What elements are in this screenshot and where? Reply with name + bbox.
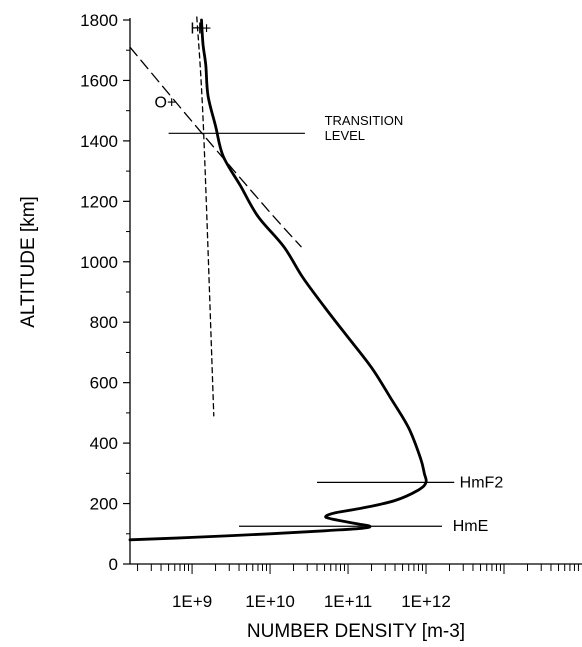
plot-area: 0 200 400 600 800 1000 1200 1400 1600 1800 1E+9 1E+… — [80, 11, 582, 611]
series-line-o-plus — [129, 46, 302, 248]
y-axis-title: ALTITUDE [km] — [18, 196, 39, 328]
x-tick-label: 1E+9 — [172, 592, 212, 611]
y-tick-label: 400 — [90, 434, 118, 453]
y-tick-label: 1600 — [80, 71, 118, 90]
annotation-label: O+ — [155, 95, 177, 112]
annotation-label: HmE — [453, 518, 489, 535]
annotation-label: LEVEL — [325, 128, 365, 143]
annotation-label: H+ — [190, 21, 211, 38]
x-tick-label: 1E+11 — [324, 592, 372, 611]
y-tick-label: 600 — [90, 374, 118, 393]
y-tick-label: 0 — [109, 555, 118, 574]
y-tick-label: 1400 — [80, 132, 118, 151]
x-tick-label: 1E+10 — [245, 592, 295, 611]
y-tick-label: 1000 — [80, 253, 118, 272]
annotation-label: HmF2 — [460, 475, 504, 492]
x-tick-label: 1E+12 — [401, 592, 451, 611]
y-tick-label: 1800 — [80, 11, 118, 30]
y-tick-label: 200 — [90, 495, 118, 514]
y-tick-label: 1200 — [80, 192, 118, 211]
series-line-h-plus — [196, 16, 215, 417]
annotation-label: TRANSITION — [325, 113, 404, 128]
y-tick-label: 800 — [90, 313, 118, 332]
x-axis-title: NUMBER DENSITY [m-3] — [247, 621, 465, 642]
